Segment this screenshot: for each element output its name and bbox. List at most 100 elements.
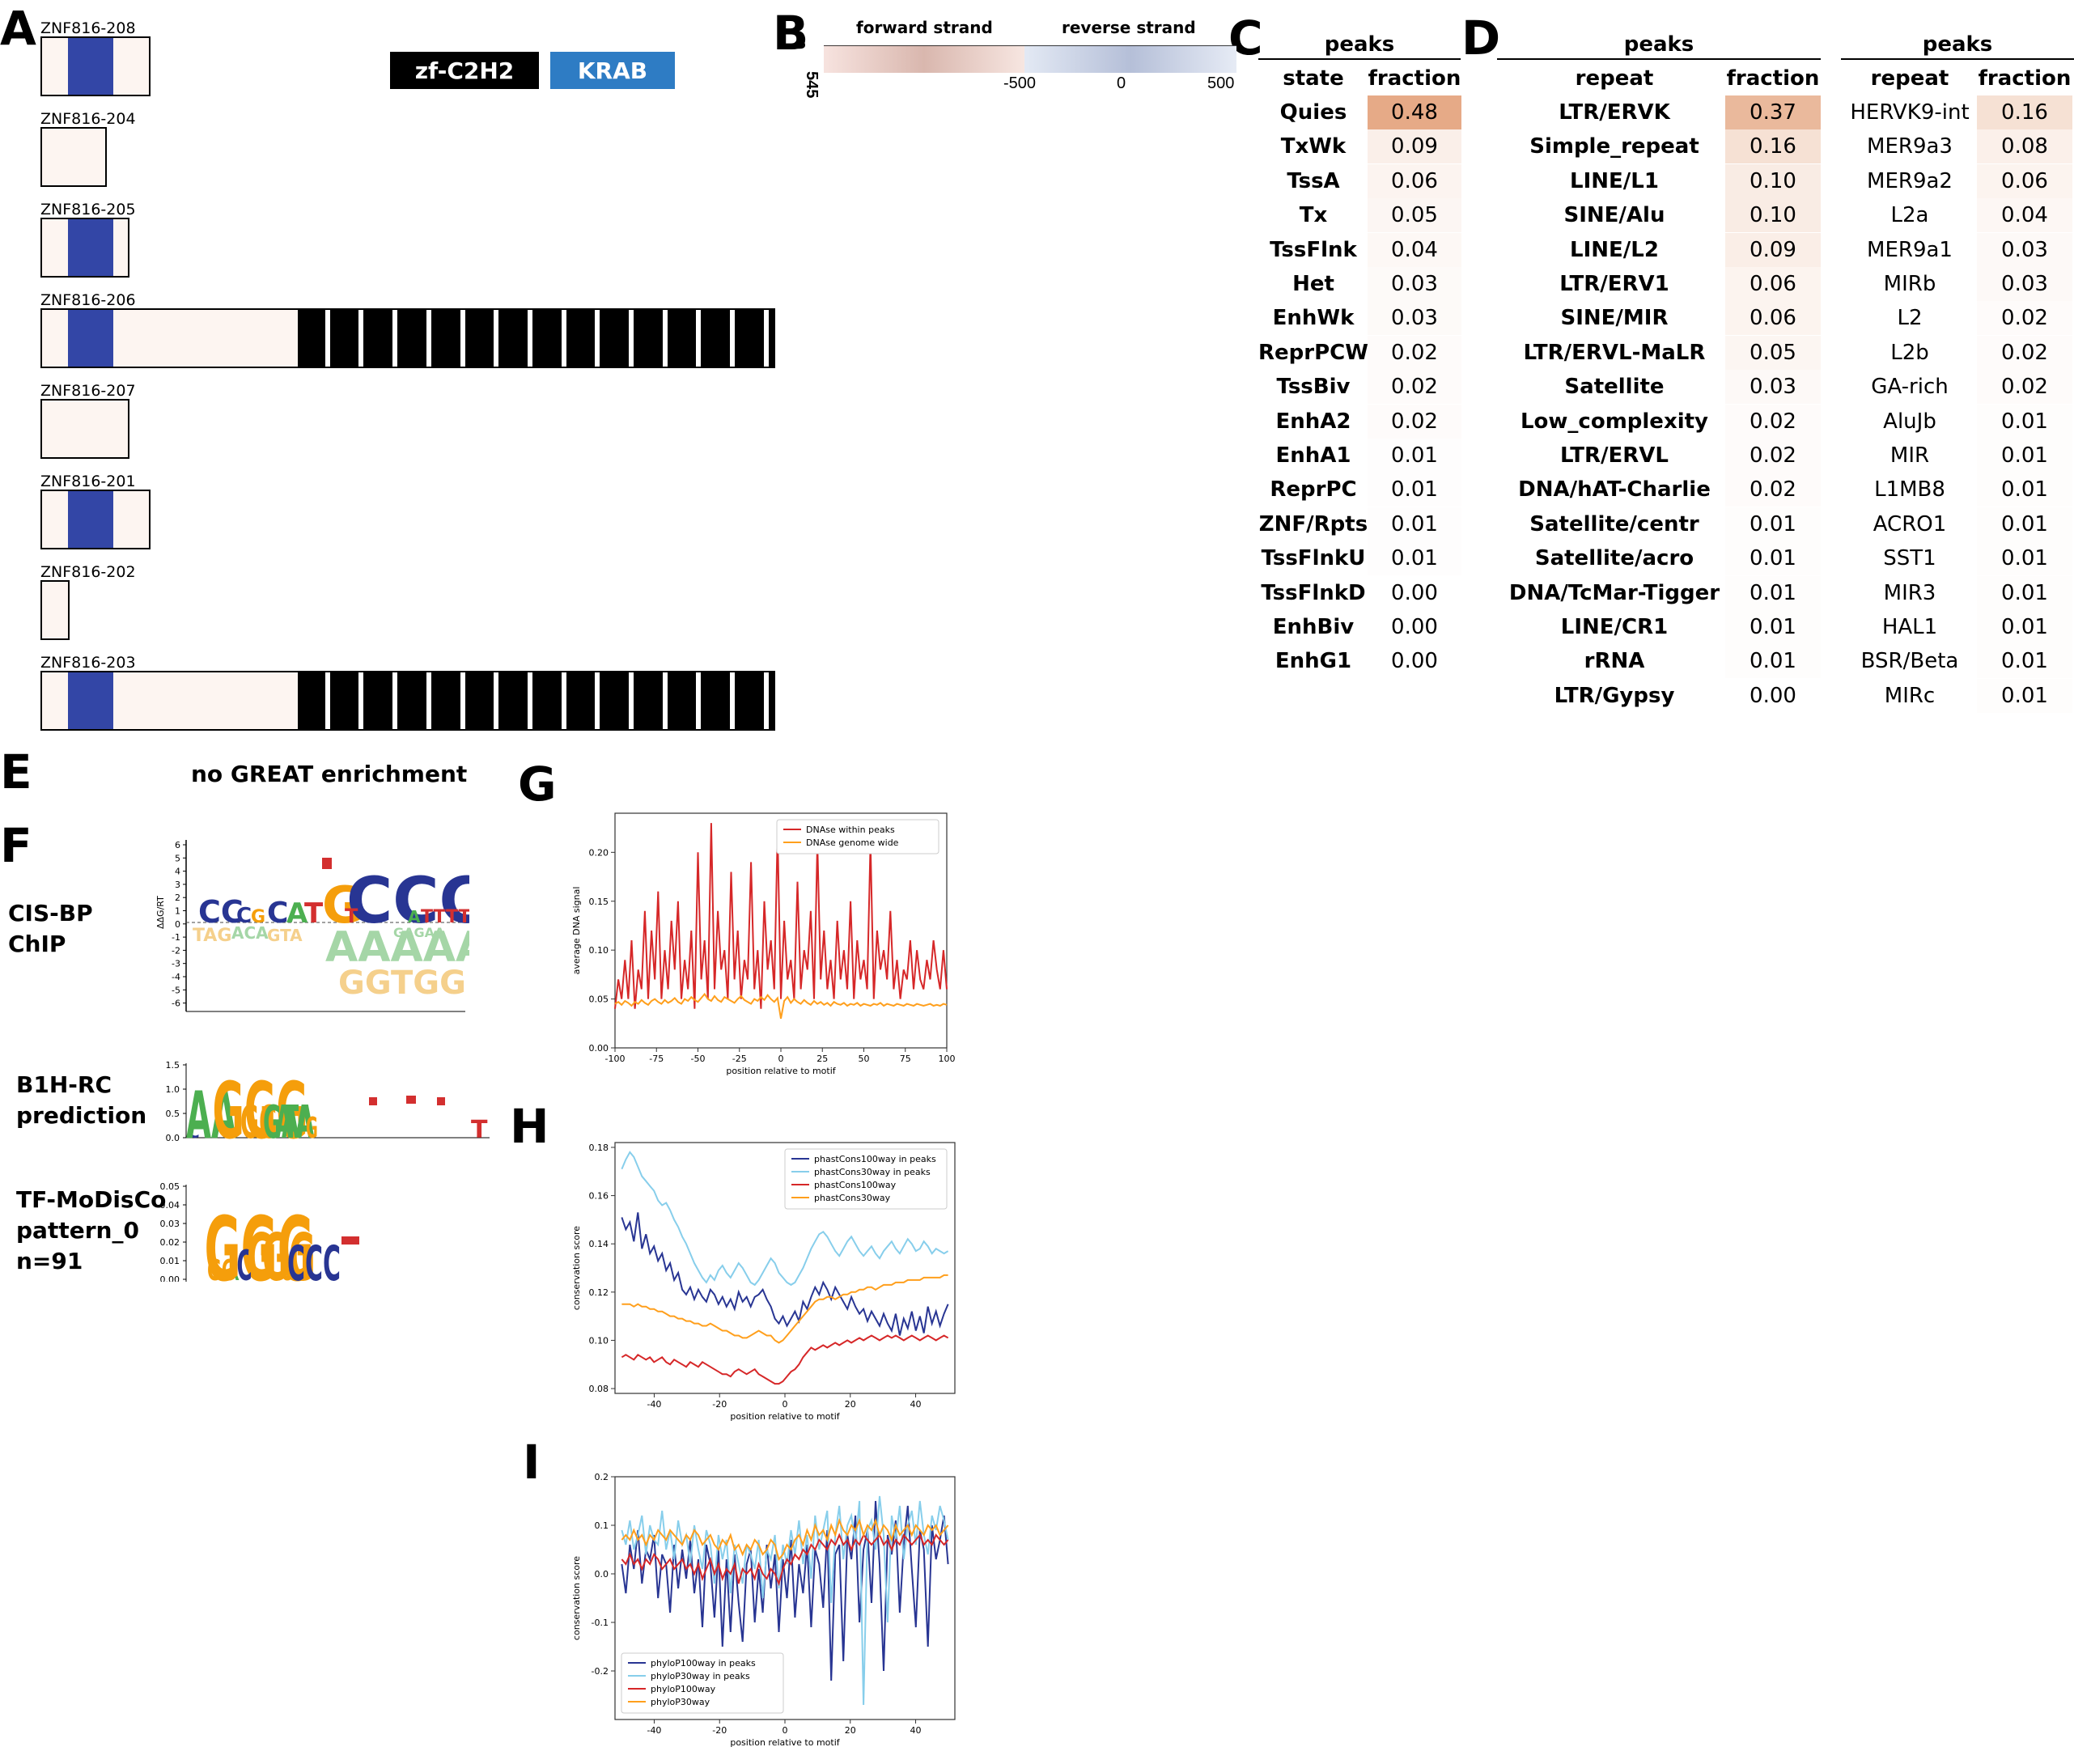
legend-zf-c2h2: zf-C2H2 <box>390 52 539 89</box>
modisco-letter-ggg: GG <box>207 1253 235 1282</box>
repeat-cell: Simple_repeat <box>1529 134 1699 159</box>
cisbp-neg-gt: GTA <box>267 926 303 945</box>
zf-c2h2-separator <box>494 310 499 367</box>
fraction-cell: 0.16 <box>1977 95 2072 129</box>
x-tick-label: 75 <box>900 1054 911 1064</box>
series-line-phastcons100way-in-peaks <box>621 1212 949 1336</box>
fraction-cell: 0.01 <box>1977 610 2072 644</box>
fraction-cell: 0.08 <box>1977 129 2072 164</box>
fraction-cell: 0.10 <box>1725 163 1821 198</box>
cisbp-neg-ta: TAG <box>193 926 231 946</box>
zf-c2h2-separator <box>358 672 364 729</box>
zf-c2h2-separator <box>561 672 566 729</box>
repeat-cell: MIRc <box>1884 683 1936 708</box>
cisbp-y-tick-label: 1 <box>175 906 180 917</box>
repeat-cell: LTR/ERV1 <box>1559 272 1669 296</box>
y-tick-label: 0.10 <box>589 1335 609 1346</box>
x-tick-label: 0 <box>783 1725 788 1736</box>
isoform-bar <box>40 580 70 640</box>
x-tick-label: -75 <box>649 1054 664 1064</box>
panel-letter-f: F <box>0 818 32 873</box>
repeat-cell: MIR3 <box>1883 580 1936 605</box>
isoform-label: ZNF816-201 <box>40 473 136 490</box>
cisbp-letter-c: CC <box>198 894 244 930</box>
krab-domain <box>68 38 113 95</box>
isoform-label: ZNF816-204 <box>40 110 136 128</box>
repeat-cell: LINE/L1 <box>1570 168 1659 193</box>
fraction-cell: 0.02 <box>1977 335 2072 370</box>
isoform-bar <box>40 399 129 459</box>
heatmap-x-tick-0: 0 <box>1117 74 1126 92</box>
state-cell: EnhWk <box>1272 306 1355 331</box>
zf-c2h2-separator <box>662 310 668 367</box>
cisbp-y-tick-label: 5 <box>175 853 180 863</box>
forward-strand-label: forward strand <box>856 18 993 37</box>
state-cell: TssFlnkD <box>1261 580 1366 605</box>
heatmap-y-top: 0 <box>790 40 808 50</box>
x-tick-label: 100 <box>939 1054 956 1064</box>
cisbp-neg-gagaa: GAGAA <box>393 925 445 940</box>
state-cell: TssA <box>1287 168 1340 193</box>
fraction-cell: 0.16 <box>1725 129 1821 164</box>
y-tick-label: 0.00 <box>589 1043 609 1054</box>
repeat-cell: HERVK9-int <box>1850 100 1970 125</box>
cisbp-y-tick-label: -4 <box>172 972 180 982</box>
heatmap-x-tick-500: 500 <box>1207 74 1235 92</box>
repeat-cell: rRNA <box>1584 649 1645 674</box>
fraction-cell: 0.06 <box>1977 163 2072 198</box>
zf-c2h2-separator <box>763 672 769 729</box>
x-tick-label: -25 <box>732 1054 747 1064</box>
x-tick-label: 0 <box>783 1399 788 1410</box>
cisbp-y-tick-label: 3 <box>175 880 180 890</box>
fraction-cell: 0.01 <box>1368 541 1461 576</box>
x-tick-label: 0 <box>778 1054 784 1064</box>
fraction-cell: 0.01 <box>1977 575 2072 610</box>
repeat-cell: MIR <box>1890 443 1930 468</box>
fraction-cell: 0.01 <box>1725 610 1821 644</box>
modisco-y-tick-label: 0.05 <box>160 1181 180 1192</box>
panel-letter-i: I <box>523 1435 541 1490</box>
panel-d-rule-left <box>1497 58 1821 60</box>
repeat-cell: LTR/ERVL-MaLR <box>1523 340 1706 365</box>
series-line-phastcons30way <box>621 1274 948 1344</box>
y-tick-label: 0.20 <box>589 847 609 858</box>
modisco-y-tick-label: 0.03 <box>160 1219 180 1229</box>
fraction-cell: 0.00 <box>1368 575 1461 610</box>
cisbp-letter-c3: C <box>267 897 288 930</box>
state-cell: Het <box>1292 272 1334 296</box>
x-tick-label: -50 <box>691 1054 706 1064</box>
fraction-cell: 0.03 <box>1368 267 1461 301</box>
panel-letter-a: A <box>0 1 36 56</box>
fraction-cell: 0.01 <box>1725 575 1821 610</box>
series-line-phastcons100way <box>621 1334 949 1385</box>
x-tick-label: -20 <box>712 1725 727 1736</box>
chart-h-svg: -40 -20 0 20 40 0.08 0.10 0.12 0.14 0.16 0.18 posit… <box>571 1142 956 1422</box>
panel-d-col-fraction-right: fraction <box>1978 66 2072 91</box>
fraction-cell: 0.01 <box>1368 473 1461 507</box>
cisbp-y-axis-label: ΔΔG/RT <box>155 896 166 929</box>
repeat-cell: GA-rich <box>1871 375 1949 400</box>
series-line-dnase-within-peaks <box>614 823 948 1009</box>
fraction-cell: 0.04 <box>1977 198 2072 233</box>
zf-c2h2-separator <box>494 672 499 729</box>
cisbp-y-tick-label: -2 <box>172 945 180 956</box>
b1h-y-tick-label: 0.0 <box>166 1133 180 1143</box>
series-line-phylop100way <box>621 1533 949 1587</box>
repeat-cell: Satellite/acro <box>1534 546 1694 571</box>
cisbp-letter-t: T <box>304 897 324 930</box>
panel-d-title-right: peaks <box>1922 32 1993 57</box>
b1h-y-tick-label: 1.0 <box>166 1084 180 1095</box>
y-tick-label: 0.10 <box>589 945 609 956</box>
cisbp-y-tick-label: 4 <box>175 867 180 877</box>
isoform-bar <box>40 218 129 278</box>
series-line-phastcons30way-in-peaks <box>621 1151 949 1287</box>
legend-entry: DNAse within peaks <box>806 825 895 835</box>
panel-d-title-left: peaks <box>1623 32 1694 57</box>
fraction-cell: 0.02 <box>1368 335 1461 370</box>
x-tick-label: -40 <box>647 1725 661 1736</box>
chart-i-svg: -40 -20 0 20 40 -0.2 -0.1 0.0 0.1 0.2 position rel… <box>571 1472 956 1748</box>
zf-c2h2-separator <box>662 672 668 729</box>
cisbp-neg-a: ACA <box>231 923 269 943</box>
state-cell: TssBiv <box>1276 375 1351 400</box>
fraction-cell: 0.02 <box>1977 370 2072 405</box>
